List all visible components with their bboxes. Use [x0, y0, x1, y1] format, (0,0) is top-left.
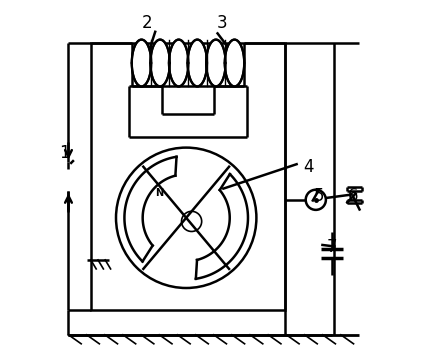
Ellipse shape [132, 40, 151, 86]
Text: 6: 6 [349, 187, 359, 205]
Text: N: N [155, 188, 163, 198]
Text: 1: 1 [60, 144, 70, 162]
Ellipse shape [225, 40, 244, 86]
Text: 3: 3 [217, 14, 228, 32]
Text: 2: 2 [141, 14, 152, 32]
Ellipse shape [151, 40, 170, 86]
Ellipse shape [188, 40, 207, 86]
Text: 5: 5 [314, 187, 325, 205]
Text: 4: 4 [303, 158, 314, 176]
Ellipse shape [206, 40, 226, 86]
Bar [91, 43, 285, 310]
Ellipse shape [169, 40, 189, 86]
Text: 7: 7 [327, 238, 337, 256]
